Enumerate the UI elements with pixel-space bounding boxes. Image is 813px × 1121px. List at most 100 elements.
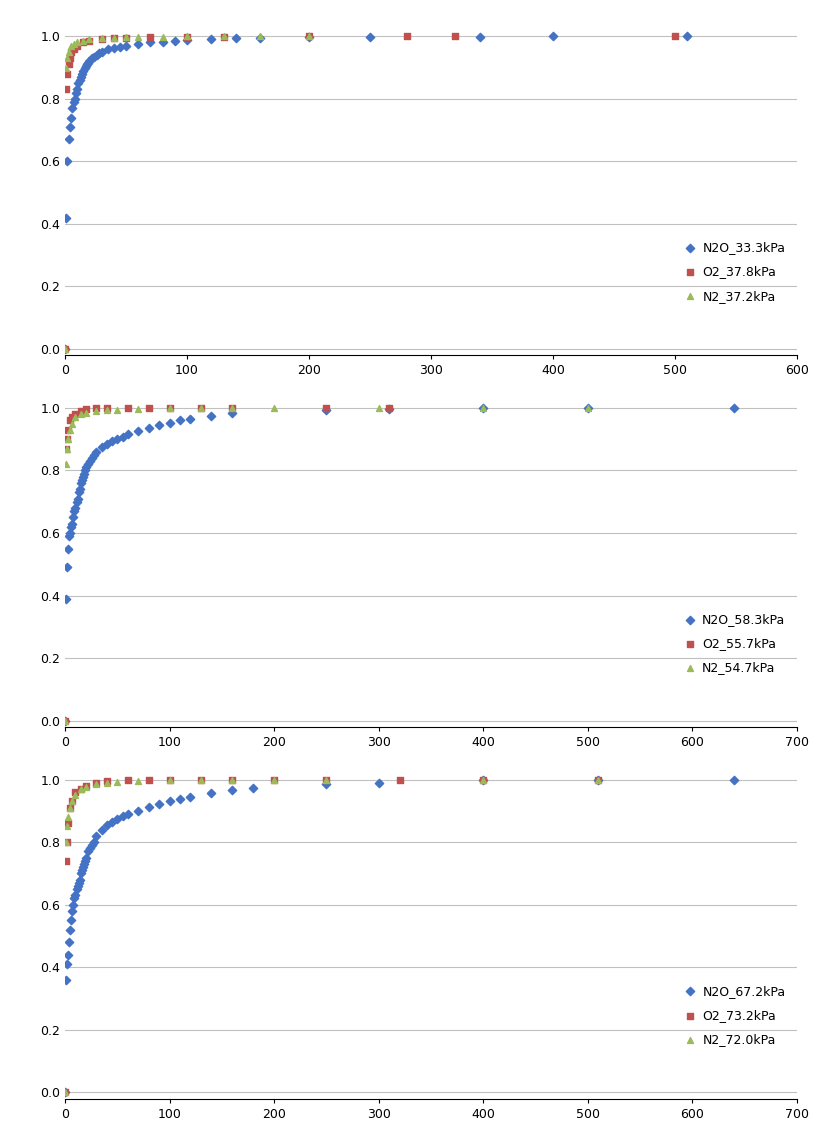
- O2_55.7kPa: [59, 439, 72, 457]
- O2_37.8kPa: [217, 28, 230, 46]
- N2O_33.3kPa: [59, 209, 73, 226]
- N2O_58.3kPa: [106, 433, 119, 451]
- N2O_33.3kPa: [73, 71, 86, 89]
- N2O_58.3kPa: [65, 518, 78, 536]
- N2O_33.3kPa: [132, 35, 145, 53]
- O2_55.7kPa: [69, 405, 82, 423]
- N2O_33.3kPa: [63, 118, 76, 136]
- N2_72.0kPa: [111, 773, 124, 791]
- N2O_67.2kPa: [592, 770, 605, 788]
- N2_54.7kPa: [476, 399, 489, 417]
- N2O_33.3kPa: [95, 43, 108, 61]
- N2_72.0kPa: [163, 771, 176, 789]
- N2_54.7kPa: [61, 439, 74, 457]
- N2_54.7kPa: [267, 399, 280, 417]
- O2_73.2kPa: [80, 777, 93, 795]
- O2_55.7kPa: [226, 399, 239, 417]
- N2O_58.3kPa: [173, 411, 186, 429]
- N2_72.0kPa: [476, 770, 489, 788]
- N2O_58.3kPa: [132, 421, 145, 439]
- N2_72.0kPa: [74, 780, 87, 798]
- N2_37.2kPa: [107, 29, 120, 47]
- O2_55.7kPa: [61, 430, 74, 448]
- N2O_58.3kPa: [163, 414, 176, 432]
- O2_37.8kPa: [449, 27, 462, 45]
- N2O_67.2kPa: [226, 781, 239, 799]
- N2O_67.2kPa: [62, 946, 75, 964]
- N2O_67.2kPa: [66, 902, 79, 920]
- N2O_67.2kPa: [67, 896, 80, 914]
- N2O_33.3kPa: [156, 33, 169, 50]
- O2_73.2kPa: [142, 771, 155, 789]
- N2O_33.3kPa: [88, 47, 101, 65]
- N2_54.7kPa: [194, 399, 207, 417]
- N2O_67.2kPa: [163, 793, 176, 810]
- O2_37.8kPa: [83, 33, 96, 50]
- O2_73.2kPa: [66, 793, 79, 810]
- O2_73.2kPa: [393, 770, 406, 788]
- O2_73.2kPa: [592, 770, 605, 788]
- N2O_33.3kPa: [59, 340, 72, 358]
- N2O_67.2kPa: [72, 873, 85, 891]
- N2O_33.3kPa: [680, 27, 693, 45]
- N2O_33.3kPa: [101, 40, 114, 58]
- O2_73.2kPa: [194, 770, 207, 788]
- N2O_67.2kPa: [85, 836, 98, 854]
- O2_37.8kPa: [59, 81, 73, 99]
- N2O_33.3kPa: [302, 28, 315, 46]
- N2_54.7kPa: [69, 408, 82, 426]
- N2_54.7kPa: [62, 430, 75, 448]
- N2O_33.3kPa: [546, 27, 559, 45]
- O2_73.2kPa: [59, 1083, 72, 1101]
- N2O_67.2kPa: [74, 864, 87, 882]
- N2O_67.2kPa: [111, 809, 124, 827]
- N2O_58.3kPa: [71, 490, 84, 508]
- N2O_67.2kPa: [116, 807, 129, 825]
- N2_37.2kPa: [120, 28, 133, 46]
- O2_73.2kPa: [74, 780, 87, 798]
- N2O_58.3kPa: [728, 399, 741, 417]
- O2_37.8kPa: [107, 29, 120, 47]
- O2_37.8kPa: [67, 39, 80, 57]
- O2_37.8kPa: [59, 340, 72, 358]
- N2O_67.2kPa: [81, 843, 94, 861]
- N2O_33.3kPa: [61, 152, 74, 170]
- N2_72.0kPa: [59, 833, 72, 851]
- O2_73.2kPa: [320, 770, 333, 788]
- N2O_58.3kPa: [69, 499, 82, 517]
- N2O_58.3kPa: [116, 428, 129, 446]
- N2_37.2kPa: [302, 27, 315, 45]
- N2O_67.2kPa: [63, 933, 76, 951]
- N2O_58.3kPa: [84, 452, 97, 470]
- N2O_33.3kPa: [254, 29, 267, 47]
- N2O_58.3kPa: [76, 471, 89, 489]
- O2_55.7kPa: [100, 399, 113, 417]
- N2O_58.3kPa: [100, 435, 113, 453]
- N2O_33.3kPa: [229, 29, 242, 47]
- N2O_58.3kPa: [77, 464, 90, 482]
- N2_37.2kPa: [59, 58, 73, 76]
- N2O_33.3kPa: [107, 39, 120, 57]
- Legend: N2O_67.2kPa, O2_73.2kPa, N2_72.0kPa: N2O_67.2kPa, O2_73.2kPa, N2_72.0kPa: [677, 980, 790, 1051]
- N2O_33.3kPa: [67, 93, 80, 111]
- N2O_58.3kPa: [111, 430, 124, 448]
- N2O_33.3kPa: [144, 34, 157, 52]
- N2_37.2kPa: [156, 28, 169, 46]
- O2_37.8kPa: [76, 34, 89, 52]
- N2O_33.3kPa: [473, 28, 486, 46]
- N2_54.7kPa: [63, 420, 76, 438]
- O2_55.7kPa: [66, 408, 79, 426]
- N2_54.7kPa: [226, 399, 239, 417]
- N2O_67.2kPa: [728, 770, 741, 788]
- N2O_33.3kPa: [113, 38, 127, 56]
- N2O_58.3kPa: [80, 458, 93, 476]
- N2O_33.3kPa: [83, 53, 96, 71]
- N2O_58.3kPa: [184, 409, 197, 427]
- N2_37.2kPa: [132, 28, 145, 46]
- N2_54.7kPa: [100, 401, 113, 419]
- N2O_67.2kPa: [246, 779, 259, 797]
- N2_37.2kPa: [61, 49, 74, 67]
- N2O_58.3kPa: [68, 502, 81, 520]
- N2O_67.2kPa: [84, 840, 97, 858]
- N2O_33.3kPa: [63, 130, 75, 148]
